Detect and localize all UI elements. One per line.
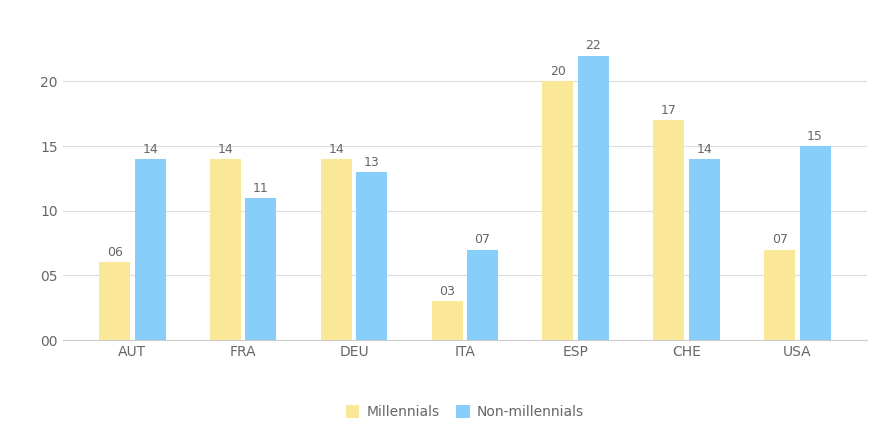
Text: 07: 07 xyxy=(772,233,788,246)
Text: 20: 20 xyxy=(550,65,566,78)
Text: 03: 03 xyxy=(439,285,455,298)
Text: 22: 22 xyxy=(586,40,602,52)
Bar xyxy=(357,172,387,340)
Text: 17: 17 xyxy=(661,104,677,117)
Text: 06: 06 xyxy=(106,246,122,259)
Legend: Millennials, Non-millennials: Millennials, Non-millennials xyxy=(340,400,590,425)
Text: 15: 15 xyxy=(807,130,823,143)
Bar xyxy=(99,262,131,340)
Text: 07: 07 xyxy=(475,233,491,246)
Bar xyxy=(246,198,276,340)
Bar xyxy=(210,159,241,340)
Bar xyxy=(432,301,463,340)
Bar xyxy=(578,56,609,340)
Bar xyxy=(543,82,573,340)
Bar xyxy=(467,249,498,340)
Bar xyxy=(764,249,795,340)
Bar xyxy=(799,146,831,340)
Text: 13: 13 xyxy=(364,156,380,169)
Text: 11: 11 xyxy=(253,181,269,195)
Bar xyxy=(688,159,720,340)
Bar xyxy=(321,159,352,340)
Text: 14: 14 xyxy=(328,143,344,156)
Text: 14: 14 xyxy=(217,143,233,156)
Bar xyxy=(135,159,165,340)
Text: 14: 14 xyxy=(696,143,713,156)
Text: 14: 14 xyxy=(142,143,158,156)
Bar xyxy=(654,120,684,340)
